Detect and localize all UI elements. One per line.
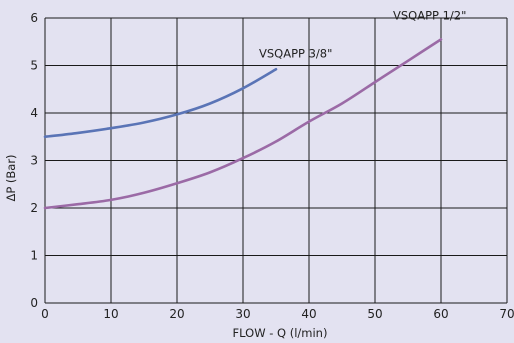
series-lines [43, 38, 443, 210]
grid [44, 17, 508, 304]
y-tick-label: 3 [30, 154, 38, 168]
series-label: VSQAPP 1/2" [393, 8, 466, 22]
x-axis-title: FLOW - Q (l/min) [233, 326, 328, 340]
series-label: VSQAPP 3/8" [259, 46, 332, 60]
series-annotations: VSQAPP 3/8" VSQAPP 1/2" [259, 8, 466, 60]
x-tick-label: 60 [433, 307, 448, 321]
x-tick-label: 30 [235, 307, 250, 321]
x-tick-label: 20 [169, 307, 184, 321]
x-tick-label: 0 [41, 307, 49, 321]
y-axis-title: ΔP (Bar) [4, 154, 18, 201]
y-tick-label: 1 [30, 249, 38, 263]
y-tick-label: 5 [30, 59, 38, 73]
series-line [43, 68, 278, 139]
y-tick-label: 0 [30, 296, 38, 310]
x-tick-label: 10 [103, 307, 118, 321]
x-tick-label: 40 [301, 307, 316, 321]
x-tick-labels: 0 10 20 30 40 50 60 70 [41, 307, 514, 321]
x-tick-label: 70 [499, 307, 514, 321]
x-tick-label: 50 [367, 307, 382, 321]
y-tick-labels: 0 1 2 3 4 5 6 [30, 11, 38, 310]
series-line [43, 38, 443, 210]
y-tick-label: 2 [30, 201, 38, 215]
y-tick-label: 6 [30, 11, 38, 25]
y-tick-label: 4 [30, 106, 38, 120]
